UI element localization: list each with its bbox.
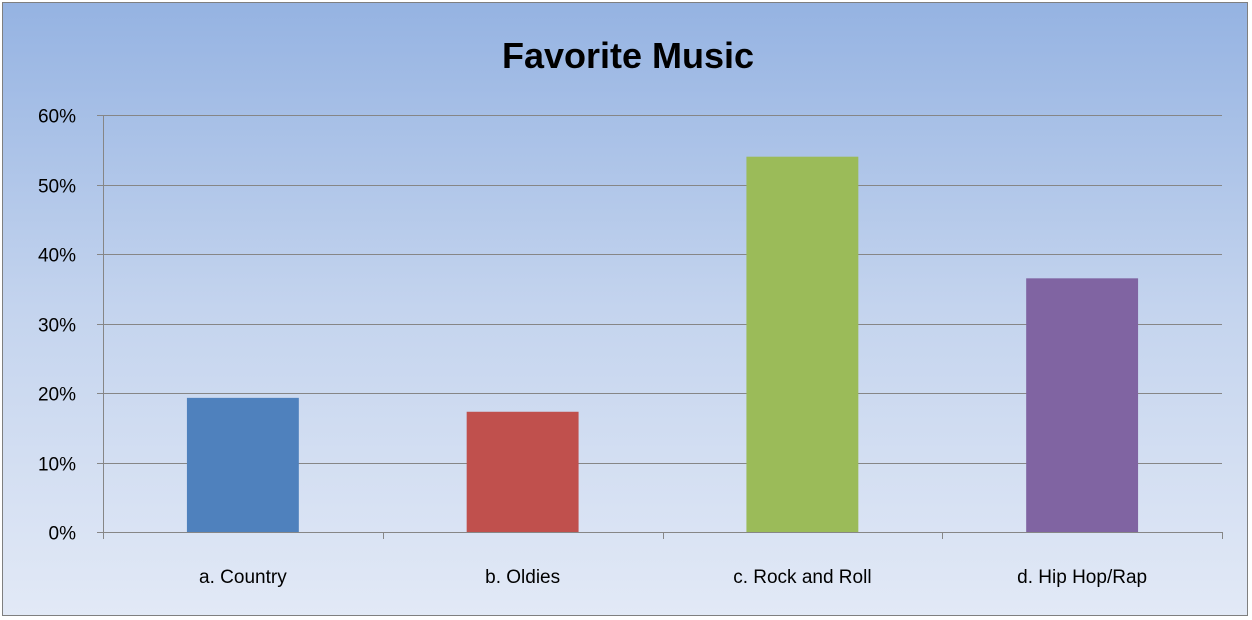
y-tick-label: 20% (38, 385, 76, 406)
x-category-label: c. Rock and Roll (733, 567, 871, 588)
x-axis-category-labels: a. Country b. Oldies c. Rock and Roll d. Hi… (199, 567, 1147, 588)
bars (186, 156, 1139, 532)
y-tick-label: 0% (49, 524, 77, 545)
y-tick-label: 40% (38, 246, 76, 267)
bar (466, 411, 579, 532)
bar (1026, 278, 1139, 532)
y-tick-label: 50% (38, 177, 76, 198)
bar (746, 156, 859, 532)
bar (186, 397, 299, 532)
y-tick-label: 30% (38, 316, 76, 337)
x-category-label: d. Hip Hop/Rap (1017, 567, 1147, 588)
y-axis-tick-labels: 0% 10% 20% 30% 40% 50% 60% (38, 107, 76, 545)
x-category-label: b. Oldies (485, 567, 560, 588)
chart-title: Favorite Music (502, 35, 754, 76)
x-category-label: a. Country (199, 567, 287, 588)
y-tick-label: 60% (38, 107, 76, 128)
y-tick-label: 10% (38, 455, 76, 476)
axes (97, 115, 1223, 539)
